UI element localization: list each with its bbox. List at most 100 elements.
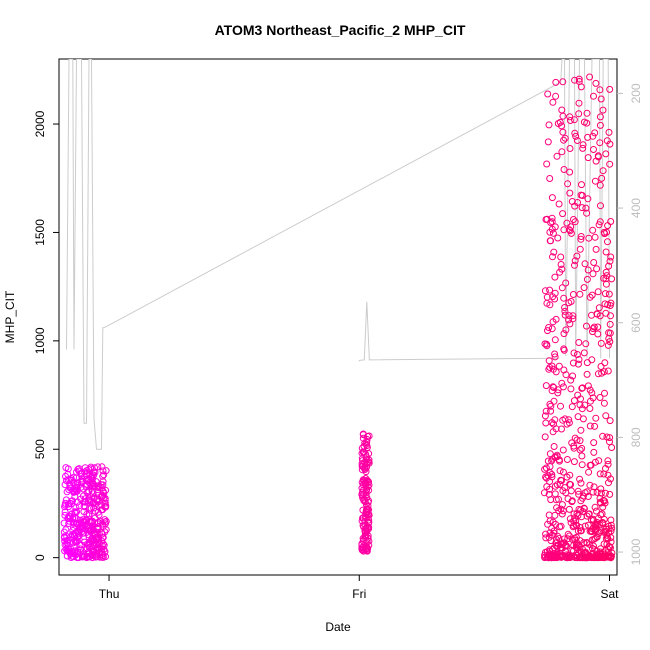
data-point	[363, 527, 371, 535]
data-point	[599, 167, 607, 175]
data-point	[558, 284, 566, 292]
data-point	[584, 493, 592, 500]
data-point	[577, 479, 585, 487]
data-point	[602, 268, 610, 276]
data-point	[65, 486, 73, 494]
data-point	[567, 385, 575, 393]
data-point	[546, 551, 554, 559]
y2-tick-label: 600	[629, 312, 643, 332]
data-point	[358, 455, 366, 463]
data-point	[540, 489, 548, 497]
data-point	[546, 301, 554, 309]
data-point	[89, 490, 97, 498]
data-point	[86, 470, 93, 478]
data-point	[590, 259, 598, 266]
data-point	[584, 195, 592, 203]
data-point	[600, 515, 608, 523]
data-point	[544, 327, 551, 335]
data-point	[607, 516, 615, 524]
data-point	[583, 109, 591, 117]
data-point	[80, 508, 88, 516]
data-point	[541, 287, 549, 295]
data-point	[596, 86, 604, 94]
data-point	[360, 495, 368, 503]
data-point	[542, 407, 550, 415]
data-point	[606, 257, 614, 265]
data-point	[596, 181, 604, 189]
data-point	[566, 471, 574, 479]
data-point	[606, 85, 614, 93]
data-point	[91, 464, 98, 472]
data-point	[576, 401, 584, 409]
data-point	[63, 547, 71, 555]
data-point	[584, 382, 592, 390]
data-point	[550, 397, 558, 405]
data-point	[546, 553, 554, 561]
data-point	[542, 464, 550, 472]
data-point	[590, 448, 598, 456]
data-point	[552, 542, 560, 550]
data-point	[565, 419, 573, 427]
data-point	[564, 180, 572, 188]
data-point	[569, 359, 577, 367]
data-point	[559, 128, 567, 136]
data-point	[550, 443, 558, 450]
data-point	[549, 229, 557, 237]
data-point	[592, 245, 600, 253]
data-point	[556, 118, 564, 126]
data-point	[566, 145, 574, 152]
data-point	[601, 290, 609, 298]
data-point	[569, 372, 577, 380]
data-point	[594, 330, 602, 338]
data-point	[365, 518, 373, 526]
data-point	[546, 529, 554, 537]
data-point	[61, 533, 68, 541]
data-point	[553, 152, 561, 160]
data-point	[365, 516, 373, 524]
data-point	[604, 367, 612, 375]
data-point	[547, 407, 555, 415]
data-point	[597, 363, 605, 370]
data-point	[548, 325, 556, 333]
data-point	[564, 530, 572, 538]
data-point	[61, 541, 69, 549]
data-point	[566, 113, 574, 121]
data-point	[585, 510, 593, 518]
data-point	[548, 225, 556, 233]
data-point	[580, 349, 588, 357]
data-point	[551, 416, 559, 424]
data-point	[560, 345, 568, 353]
data-point	[577, 233, 585, 240]
data-point	[562, 326, 570, 334]
data-point	[574, 199, 581, 206]
data-point	[362, 460, 370, 468]
data-point	[98, 463, 106, 471]
x-axis-label: Date	[325, 620, 351, 634]
data-point	[570, 458, 578, 466]
data-point	[596, 139, 604, 147]
data-point	[552, 368, 560, 376]
data-point	[549, 98, 557, 106]
data-point	[573, 252, 581, 260]
x-tick-label: Fri	[352, 587, 366, 601]
data-point	[577, 527, 585, 535]
y2-tick-label: 1000	[629, 538, 643, 565]
data-point	[541, 465, 549, 473]
data-point	[586, 422, 594, 430]
data-point	[591, 422, 599, 430]
data-point	[548, 387, 556, 395]
data-point	[601, 359, 609, 367]
data-point	[592, 414, 600, 422]
data-point	[576, 475, 584, 483]
data-point	[69, 531, 77, 539]
data-point	[594, 288, 602, 296]
data-point	[565, 299, 573, 307]
data-point	[567, 223, 575, 231]
data-point	[541, 340, 549, 348]
depth-line-series	[66, 59, 610, 450]
data-point	[596, 394, 604, 401]
data-point	[606, 490, 614, 498]
data-point	[82, 476, 90, 483]
data-point	[603, 534, 611, 542]
data-point	[577, 191, 585, 199]
